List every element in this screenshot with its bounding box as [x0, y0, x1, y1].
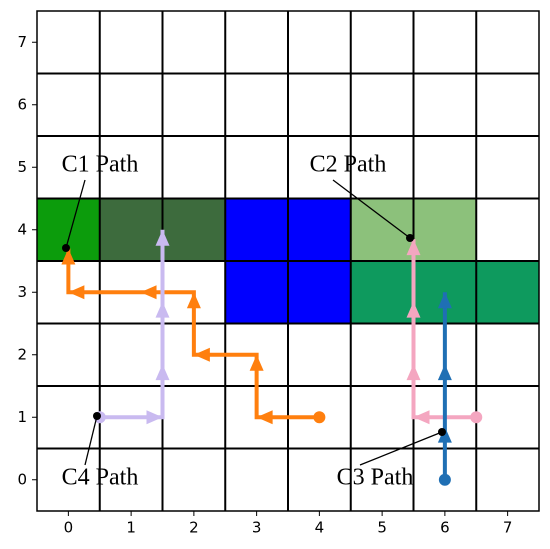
arrowhead: [155, 229, 170, 246]
annotation: C3 Path: [337, 465, 414, 491]
x-tick-label: 3: [252, 519, 262, 537]
start-dot: [470, 411, 483, 424]
cell: [225, 261, 288, 324]
y-tick-label: 2: [17, 345, 27, 363]
arrowhead: [146, 410, 163, 425]
annotation-line: [332, 179, 411, 239]
x-tick-label: 2: [189, 519, 199, 537]
arrowhead: [155, 364, 170, 381]
arrowhead: [140, 285, 157, 300]
cell: [476, 261, 539, 324]
annotation-dot: [62, 244, 70, 252]
annotation: C1 Path: [62, 152, 139, 178]
x-tick-label: 6: [440, 519, 450, 537]
start-dot: [313, 411, 326, 424]
x-tick-label: 0: [64, 519, 74, 537]
cell: [413, 198, 477, 261]
annotation-dot: [406, 234, 414, 242]
y-tick-label: 5: [17, 158, 27, 176]
y-tick-label: 3: [17, 283, 27, 301]
annotation-line: [65, 179, 86, 249]
arrowhead: [186, 292, 201, 309]
annotation: C4 Path: [62, 465, 139, 491]
y-tick-label: 0: [17, 470, 27, 488]
arrowhead: [155, 301, 170, 318]
cell: [99, 198, 163, 261]
annotation-dot: [438, 428, 446, 436]
y-tick-label: 6: [17, 95, 27, 113]
y-tick-label: 7: [17, 33, 27, 51]
cell: [288, 198, 351, 261]
arrowhead: [406, 301, 421, 318]
cell: [288, 261, 351, 324]
arrowhead: [437, 292, 452, 309]
annotation-line: [359, 431, 443, 466]
start-dot: [438, 473, 451, 486]
arrowhead: [61, 248, 76, 265]
annotation: C2 Path: [310, 152, 387, 178]
annotation-line: [84, 415, 98, 466]
cell: [350, 261, 414, 324]
arrowhead: [406, 239, 421, 256]
arrowhead: [413, 410, 430, 425]
cell: [162, 198, 226, 261]
x-tick-label: 4: [315, 519, 325, 537]
x-tick-label: 1: [126, 519, 136, 537]
x-tick-label: 7: [503, 519, 513, 537]
arrowhead: [406, 364, 421, 381]
arrowhead: [249, 354, 264, 371]
frame: [36, 10, 540, 512]
arrowhead: [437, 364, 452, 381]
cell: [225, 198, 288, 261]
arrowhead: [68, 285, 85, 300]
cell: [350, 198, 414, 261]
arrowhead: [193, 347, 210, 362]
annotation-dot: [93, 412, 101, 420]
x-tick-label: 5: [377, 519, 387, 537]
arrowhead: [256, 410, 273, 425]
y-tick-label: 1: [17, 408, 27, 426]
y-tick-label: 4: [17, 220, 27, 238]
